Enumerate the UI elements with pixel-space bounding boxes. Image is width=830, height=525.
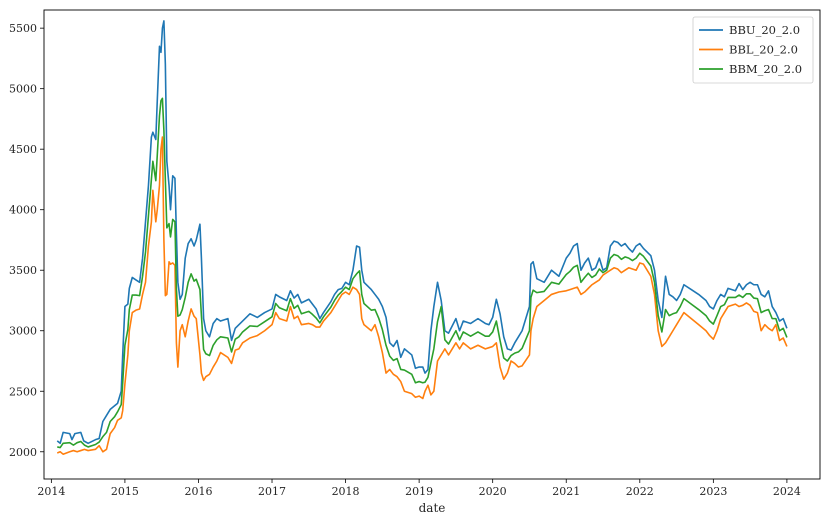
x-tick-label: 2017: [258, 485, 286, 498]
legend-label: BBM_20_2.0: [729, 62, 802, 76]
y-tick-label: 3500: [9, 264, 37, 277]
y-tick-label: 2500: [9, 385, 37, 398]
y-tick-label: 4500: [9, 143, 37, 156]
x-tick-label: 2024: [773, 485, 801, 498]
x-tick-label: 2023: [699, 485, 727, 498]
y-tick-label: 4000: [9, 204, 37, 217]
x-tick-label: 2019: [405, 485, 433, 498]
plot-area-frame: [43, 9, 821, 480]
x-tick-label: 2015: [111, 485, 139, 498]
series-line-3: [57, 97, 788, 449]
y-axis: 2000 2500 3000 3500 4000 4500 5000 5500: [9, 22, 44, 459]
x-tick-label: 2018: [332, 485, 360, 498]
x-tick-label: 2022: [626, 485, 654, 498]
legend-box: [692, 16, 814, 84]
legend-label: BBL_20_2.0: [729, 43, 798, 57]
series-line-1: [56, 20, 788, 445]
x-axis: 2014 2015 2016 2017 2018 2019 2020 2021 2022 2023…: [37, 479, 801, 498]
series-line-2: [56, 136, 788, 455]
x-tick-label: 2014: [37, 485, 65, 498]
x-tick-label: 2020: [479, 485, 507, 498]
series-lines: [56, 20, 788, 455]
x-tick-label: 2021: [552, 485, 580, 498]
y-tick-label: 3000: [9, 325, 37, 338]
x-tick-label: 2016: [184, 485, 212, 498]
y-tick-label: 5500: [9, 22, 37, 35]
y-tick-label: 2000: [9, 446, 37, 459]
legend-label: BBU_20_2.0: [729, 23, 800, 37]
y-tick-label: 5000: [9, 83, 37, 96]
x-axis-label: date: [419, 501, 446, 515]
legend: BBU_20_2.0 BBL_20_2.0 BBM_20_2.0: [692, 16, 814, 84]
